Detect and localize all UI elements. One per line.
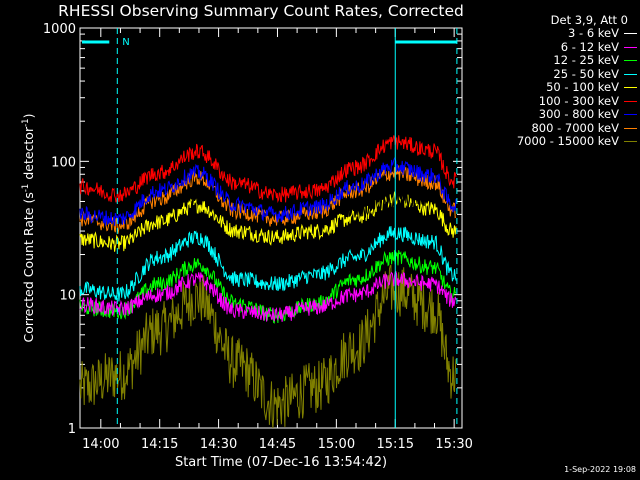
legend-label: 800 - 7000 keV	[531, 120, 619, 135]
series-line	[79, 170, 457, 237]
legend-label: 300 - 800 keV	[538, 107, 619, 122]
legend-item: 3 - 6 keV	[470, 27, 638, 41]
y-tick-label: 100	[51, 155, 76, 170]
legend-label: 25 - 50 keV	[553, 66, 619, 81]
series-line	[79, 271, 457, 322]
x-tick-label: 14:45	[259, 437, 296, 452]
legend-swatch	[624, 87, 637, 89]
x-tick-label: 14:00	[82, 437, 119, 452]
y-axis-label: Corrected Count Rate (s-1 detector-1)	[21, 114, 36, 343]
footer-date: 1-Sep-2022 19:08	[564, 465, 636, 474]
y-tick-label: 1	[68, 422, 76, 437]
series-line	[79, 226, 457, 302]
legend-label: 12 - 25 keV	[553, 53, 619, 68]
legend-item: 7000 - 15000 keV	[470, 135, 638, 149]
x-tick-label: 15:30	[435, 437, 472, 452]
legend-label: 50 - 100 keV	[546, 80, 619, 95]
plot-frame	[79, 27, 463, 429]
legend-swatch	[624, 60, 637, 62]
series-line	[79, 165, 457, 235]
legend-label: 3 - 6 keV	[568, 26, 619, 41]
legend-swatch	[624, 73, 637, 75]
legend-item: 100 - 300 keV	[470, 93, 638, 109]
legend-swatch	[624, 33, 637, 35]
chart-title: RHESSI Observing Summary Count Rates, Co…	[58, 2, 464, 20]
series-line	[79, 157, 457, 227]
legend-swatch	[624, 127, 637, 129]
legend-title: Det 3,9, Att 0	[550, 13, 628, 27]
legend-item: 25 - 50 keV	[470, 66, 638, 82]
series-group	[79, 135, 457, 429]
legend-item: 800 - 7000 keV	[470, 120, 638, 136]
legend-swatch	[624, 46, 637, 48]
series-line	[79, 135, 457, 204]
legend-item: 12 - 25 keV	[470, 54, 638, 68]
legend-swatch	[624, 141, 637, 143]
x-tick-label: 15:00	[318, 437, 355, 452]
legend-item: 300 - 800 keV	[470, 108, 638, 122]
annotation-label: N	[122, 37, 129, 48]
legend-label: 7000 - 15000 keV	[516, 134, 619, 149]
legend-label: 6 - 12 keV	[560, 39, 619, 54]
x-tick-label: 14:30	[200, 437, 237, 452]
x-tick-label: 14:15	[141, 437, 178, 452]
legend-swatch	[624, 114, 637, 116]
x-axis-label: Start Time (07-Dec-16 13:54:42)	[175, 455, 387, 470]
legend-swatch	[624, 100, 637, 102]
series-line	[79, 250, 457, 324]
y-tick-label: 10	[59, 289, 76, 304]
legend-item: 50 - 100 keV	[470, 81, 638, 95]
x-tick-label: 15:15	[377, 437, 414, 452]
series-line	[79, 264, 457, 429]
legend-item: 6 - 12 keV	[470, 39, 638, 55]
legend-label: 100 - 300 keV	[538, 93, 619, 108]
series-line	[79, 191, 457, 252]
y-tick-label: 1000	[43, 22, 76, 37]
legend: Det 3,9, Att 0 3 - 6 keV 6 - 12 keV 12 - 2…	[470, 14, 638, 149]
